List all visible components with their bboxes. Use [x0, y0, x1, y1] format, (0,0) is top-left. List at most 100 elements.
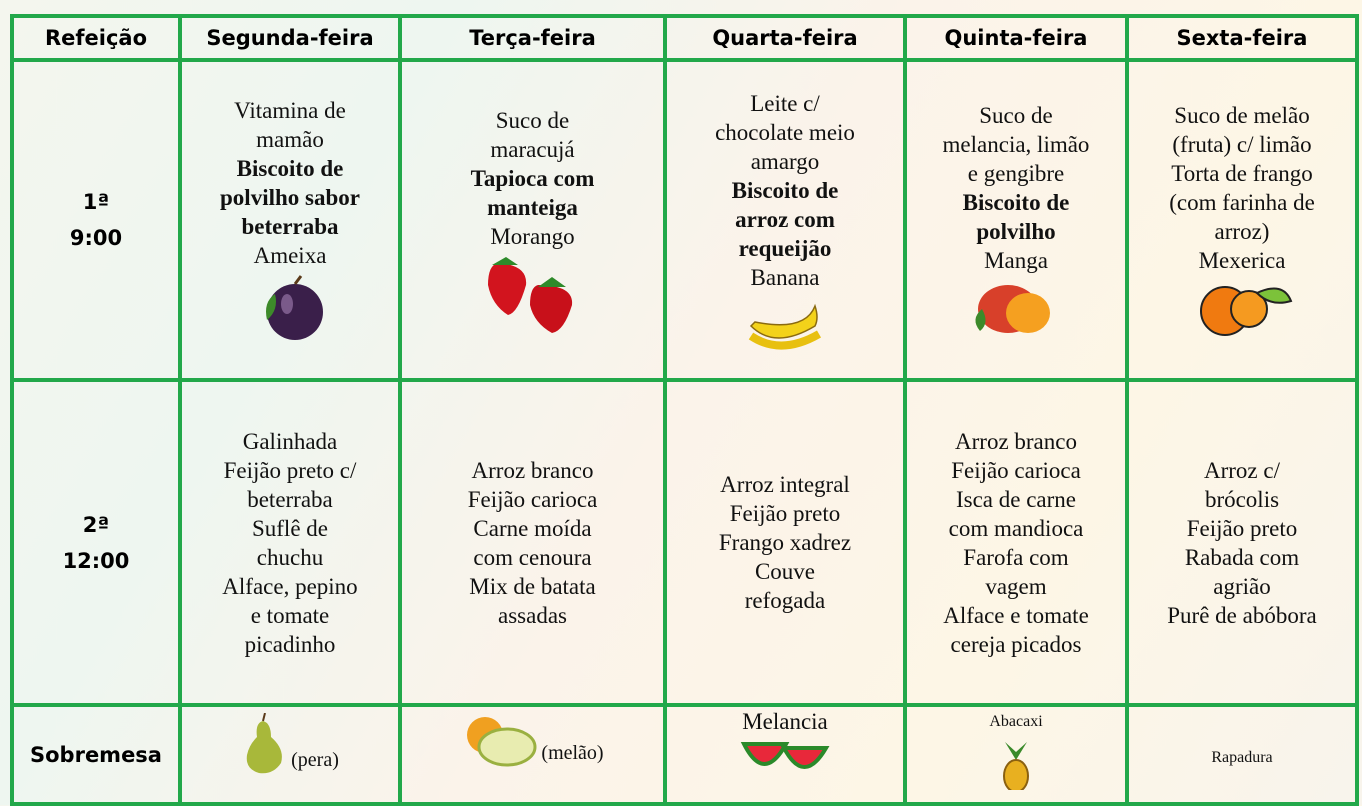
cell: Arroz integral Feijão preto Frango xadrez C… [663, 378, 907, 707]
cell-line: Suco de [979, 103, 1053, 128]
cell: Arroz branco Feijão carioca Carne moída com… [398, 378, 667, 707]
cell-line: Torta de frango [1171, 161, 1313, 186]
cell-line: Mix de batata [469, 573, 596, 599]
pear-icon [246, 713, 283, 774]
cell-line: picadinho [244, 631, 336, 657]
cell-line: melancia, limão [942, 132, 1090, 157]
cell-line: Feijão preto [1186, 515, 1298, 541]
cell-line: maracujá [490, 136, 575, 162]
cell-line: Alface e tomate [943, 602, 1089, 628]
header-cell: Refeição [10, 14, 182, 62]
cell-line: Isca de carne [955, 486, 1077, 512]
cell-line: Feijão preto [729, 501, 841, 526]
cell-line: chocolate meio [715, 120, 855, 145]
cell-line: beterraba [247, 486, 333, 512]
cell-line: Frango xadrez [718, 530, 852, 555]
cell-line: Mexerica [1198, 248, 1286, 273]
cell-line: Suco de melão [1174, 103, 1310, 128]
cell-line: Melancia [742, 709, 828, 734]
cell-line: (melão) [541, 742, 604, 764]
cell-line: Biscoito de [731, 178, 839, 203]
cell-line: Morango [490, 223, 575, 249]
cell-line: 2ª [82, 512, 110, 537]
cell-line: Alface, pepino [222, 573, 358, 599]
row: 2ª 12:00 Galinhada Feijão preto c/beterrab… [10, 378, 1359, 707]
cell-line: Biscoito de [962, 190, 1070, 215]
cell-line: e gengibre [967, 161, 1065, 186]
header-cell: Quarta-feira [663, 14, 907, 62]
mandarin-icon [1200, 286, 1293, 336]
cell-line: Purê de abóbora [1167, 602, 1317, 628]
plum-icon [266, 275, 323, 340]
cell: Melancia [663, 703, 907, 806]
cell: Rapadura [1125, 703, 1359, 806]
header-cell: Segunda-feira [178, 14, 402, 62]
menu-table: Refeição Segunda-feira Terça-feira Quart… [10, 14, 1359, 806]
cell-line: Farofa com [963, 544, 1069, 570]
cell-line: 9:00 [69, 226, 123, 250]
cell-line: Manga [984, 248, 1048, 273]
cell-line: Banana [750, 265, 820, 290]
row-label: 1ª 9:00 [10, 58, 182, 382]
header-cell: Quinta-feira [903, 14, 1129, 62]
cell-line: com mandioca [948, 515, 1084, 541]
cell-line: Vitamina de [234, 98, 346, 123]
cell-line: Feijão carioca [467, 486, 598, 512]
cell: Vitamina de mamão Biscoito de polvilho sabo… [178, 58, 402, 382]
cell-line: Biscoito de [236, 156, 344, 181]
row: 1ª 9:00 Vitamina de mamão Biscoito de polvil… [10, 58, 1359, 382]
banana-icon [748, 303, 822, 350]
cell-line: vagem [985, 573, 1047, 599]
cell: Suco de melancia, limão e gengibre Biscoito… [903, 58, 1129, 382]
cell-line: Carne moída [473, 515, 592, 541]
pineapple-icon [1003, 742, 1029, 790]
cell: Abacaxi [903, 703, 1129, 806]
cell-line: polvilho sabor [220, 185, 360, 210]
cell-line: (com farinha de [1169, 190, 1315, 215]
cell-line: Ameixa [253, 243, 327, 268]
cell-line: refogada [744, 588, 826, 613]
cell-line: chuchu [256, 544, 324, 570]
cell: Leite c/chocolate meio amargo Biscoito de a… [663, 58, 907, 382]
cell-line: (fruta) c/ limão [1172, 132, 1312, 157]
cell-line: 1ª [82, 190, 110, 214]
header-cell: Sexta-feira [1125, 14, 1359, 62]
cell-line: Galinhada [242, 428, 338, 454]
cell-line: Arroz integral [720, 472, 850, 497]
cell: Suco de maracujá Tapioca com manteiga Morang… [398, 58, 667, 382]
cell-line: cereja picados [950, 631, 1082, 657]
cell-line: Tapioca com [470, 165, 595, 191]
cell-line: Arroz branco [955, 428, 1077, 454]
cell: Suco de melão (fruta) c/ limão Torta de fr… [1125, 58, 1359, 382]
cell: Arroz c/brócolis Feijão preto Rabada com ag… [1125, 378, 1359, 707]
cell: (melão) [398, 703, 667, 806]
cell: Galinhada Feijão preto c/beterraba Suflê d… [178, 378, 402, 707]
cell-line: assadas [498, 602, 567, 628]
cell-line: mamão [256, 127, 324, 152]
header-row: Refeição Segunda-feira Terça-feira Quart… [10, 14, 1359, 62]
cell-line: agrião [1213, 573, 1271, 599]
cell: (pera) [178, 703, 402, 806]
watermelon-icon [740, 742, 830, 769]
cell-line: Couve [754, 559, 816, 584]
cell-line: Leite c/ [750, 91, 820, 116]
cell-line: arroz com [735, 207, 835, 232]
cell-line: Arroz c/ [1204, 457, 1280, 483]
cell-line: Rabada com [1184, 544, 1300, 570]
cell-line: amargo [750, 149, 820, 174]
cell-line: polvilho [976, 219, 1056, 244]
cell-line: arroz) [1214, 219, 1270, 244]
cell-line: beterraba [241, 214, 339, 239]
cell-line: Suflê de [251, 515, 328, 541]
cell-line: com cenoura [473, 544, 592, 570]
row-label: Sobremesa [10, 703, 182, 806]
cell-line: Feijão preto c/ [223, 457, 357, 483]
cell-line: Rapadura [1211, 749, 1273, 766]
cell-line: brócolis [1204, 486, 1280, 512]
cell-line: requeijão [738, 236, 832, 261]
row-label: 2ª 12:00 [10, 378, 182, 707]
row: Sobremesa (pera) (melão) Melancia Abacax… [10, 703, 1359, 806]
cell-line: Suco de [495, 107, 570, 133]
cell-line: Arroz branco [471, 457, 594, 483]
